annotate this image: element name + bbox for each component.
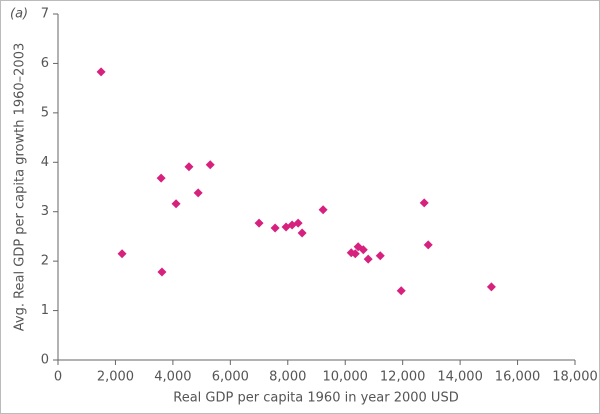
x-tick-label: 8,000 <box>269 370 306 385</box>
point <box>193 188 203 198</box>
point <box>254 218 264 228</box>
point <box>419 198 429 208</box>
x-tick-label: 2,000 <box>97 370 134 385</box>
y-tick-label: 7 <box>41 7 49 22</box>
x-tick-label: 4,000 <box>154 370 191 385</box>
y-tick-label: 6 <box>41 56 49 71</box>
point <box>358 245 368 255</box>
point <box>184 162 194 172</box>
point <box>157 267 167 277</box>
x-tick-label: 16,000 <box>495 370 541 385</box>
point <box>205 160 215 170</box>
point <box>297 228 307 238</box>
y-tick-label: 4 <box>41 155 49 170</box>
x-tick-label: 18,000 <box>552 370 598 385</box>
point <box>171 199 181 209</box>
x-axis-title: Real GDP per capita 1960 in year 2000 US… <box>173 391 458 406</box>
y-tick-label: 2 <box>41 254 49 269</box>
point <box>156 173 166 183</box>
point <box>293 218 303 228</box>
y-tick-label: 0 <box>41 353 49 368</box>
y-tick-label: 5 <box>41 105 49 120</box>
point <box>486 282 496 292</box>
y-tick-label: 3 <box>41 204 49 219</box>
point <box>423 240 433 250</box>
x-tick-label: 6,000 <box>212 370 249 385</box>
point <box>396 286 406 296</box>
x-tick-label: 12,000 <box>380 370 426 385</box>
x-tick-label: 0 <box>54 370 62 385</box>
x-tick-label: 14,000 <box>437 370 483 385</box>
point <box>350 249 360 259</box>
point <box>96 67 106 77</box>
x-tick-label: 10,000 <box>322 370 368 385</box>
point <box>270 223 280 233</box>
point <box>117 249 127 259</box>
point <box>375 251 385 261</box>
y-axis-title: Avg. Real GDP per capita growth 1960–200… <box>13 43 28 332</box>
y-tick-label: 1 <box>41 303 49 318</box>
point <box>318 205 328 215</box>
point <box>363 254 373 264</box>
panel-label: (a) <box>10 7 28 22</box>
